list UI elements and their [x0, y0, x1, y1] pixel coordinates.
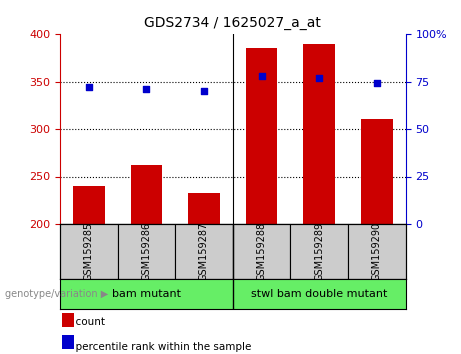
Bar — [118, 224, 175, 279]
Point — [200, 88, 207, 94]
Text: GSM159289: GSM159289 — [314, 222, 324, 281]
Bar — [73, 186, 105, 224]
Point — [258, 73, 266, 79]
Point — [373, 81, 381, 86]
Bar — [348, 224, 406, 279]
Point — [85, 84, 92, 90]
Title: GDS2734 / 1625027_a_at: GDS2734 / 1625027_a_at — [144, 16, 321, 30]
Bar — [290, 224, 348, 279]
Text: GSM159286: GSM159286 — [142, 222, 151, 281]
Text: GSM159287: GSM159287 — [199, 222, 209, 281]
Bar — [188, 193, 220, 224]
Text: count: count — [69, 317, 105, 327]
Bar — [233, 224, 290, 279]
Text: stwl bam double mutant: stwl bam double mutant — [251, 289, 387, 299]
Text: bam mutant: bam mutant — [112, 289, 181, 299]
Text: GSM159285: GSM159285 — [84, 222, 94, 281]
Point — [315, 75, 323, 80]
Bar — [130, 165, 162, 224]
Bar — [361, 119, 393, 224]
Bar — [175, 224, 233, 279]
Text: GSM159288: GSM159288 — [257, 222, 266, 281]
Point — [142, 86, 150, 92]
Bar — [303, 44, 335, 224]
Text: genotype/variation ▶: genotype/variation ▶ — [5, 289, 108, 299]
Text: GSM159290: GSM159290 — [372, 222, 382, 281]
Bar — [60, 224, 118, 279]
Bar — [246, 48, 278, 224]
Text: percentile rank within the sample: percentile rank within the sample — [69, 342, 252, 352]
